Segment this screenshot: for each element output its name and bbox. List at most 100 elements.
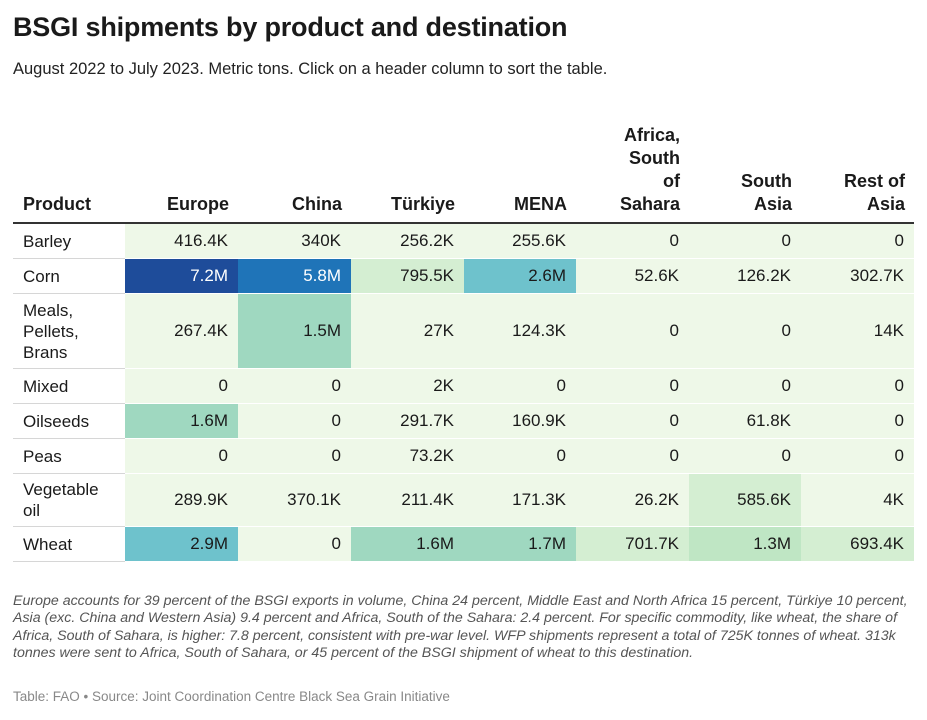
source-line: Table: FAO • Source: Joint Coordination … (13, 689, 450, 704)
cell-wheat-t-rkiye: 1.6M (351, 527, 464, 562)
cell-barley-africa-south-of-sahara: 0 (576, 224, 689, 259)
cell-barley-europe: 416.4K (125, 224, 238, 259)
cell-peas-europe: 0 (125, 439, 238, 474)
cell-corn-mena: 2.6M (464, 259, 576, 294)
column-header-line: South (741, 171, 792, 191)
row-label-line: oil (23, 501, 41, 520)
column-header-line: of (663, 171, 680, 191)
table-body: Barley 416.4K 340K 256.2K 255.6K 0 0 0 Corn 7.2M 5… (13, 224, 914, 562)
column-header-europe[interactable]: Europe (125, 110, 238, 224)
table-header-row: Product Europe China Türkiye MENA Africa, Sout… (13, 110, 914, 224)
row-label-line: Peas (23, 446, 62, 466)
row-label-peas: Peas (13, 439, 125, 474)
table-row: Corn 7.2M 5.8M 795.5K 2.6M 52.6K 126.2K 302.7K (13, 259, 914, 294)
cell-oilseeds-rest-of-asia: 0 (801, 404, 914, 439)
table-row: Wheat 2.9M 0 1.6M 1.7M 701.7K 1.3M 693.4K (13, 527, 914, 562)
cell-barley-t-rkiye: 256.2K (351, 224, 464, 259)
cell-peas-africa-south-of-sahara: 0 (576, 439, 689, 474)
cell-oilseeds-china: 0 (238, 404, 351, 439)
row-label-wheat: Wheat (13, 527, 125, 562)
row-label-line: Meals, (23, 300, 74, 320)
column-header-line: MENA (514, 194, 567, 214)
cell-oilseeds-europe: 1.6M (125, 404, 238, 439)
cell-vegetable-oil-africa-south-of-sahara: 26.2K (576, 474, 689, 527)
cell-corn-t-rkiye: 795.5K (351, 259, 464, 294)
cell-vegetable-oil-rest-of-asia: 4K (801, 474, 914, 527)
cell-corn-europe: 7.2M (125, 259, 238, 294)
cell-mixed-china: 0 (238, 369, 351, 404)
row-label-vegetable-oil: Vegetable oil (13, 474, 125, 527)
chart-subtitle: August 2022 to July 2023. Metric tons. C… (13, 60, 608, 78)
row-label-line: Corn (23, 266, 60, 286)
row-label-line: Vegetable (23, 480, 99, 499)
row-label-line: Barley (23, 231, 72, 251)
table-row: Meals, Pellets, Brans 267.4K 1.5M 27K 124.3K 0 0… (13, 294, 914, 369)
row-label-corn: Corn (13, 259, 125, 294)
cell-wheat-china: 0 (238, 527, 351, 562)
cell-peas-china: 0 (238, 439, 351, 474)
cell-corn-south-asia: 126.2K (689, 259, 801, 294)
cell-wheat-south-asia: 1.3M (689, 527, 801, 562)
table-row: Barley 416.4K 340K 256.2K 255.6K 0 0 0 (13, 224, 914, 259)
cell-corn-rest-of-asia: 302.7K (801, 259, 914, 294)
cell-peas-south-asia: 0 (689, 439, 801, 474)
cell-peas-mena: 0 (464, 439, 576, 474)
row-label-line: Wheat (23, 534, 73, 554)
column-header-line: Sahara (619, 194, 680, 214)
table-row: Oilseeds 1.6M 0 291.7K 160.9K 0 61.8K 0 (13, 404, 914, 439)
row-label-line: Pellets, (23, 321, 79, 341)
cell-oilseeds-africa-south-of-sahara: 0 (576, 404, 689, 439)
cell-corn-africa-south-of-sahara: 52.6K (576, 259, 689, 294)
column-header-rest-of-asia[interactable]: Rest of Asia (801, 110, 914, 224)
column-header-line: Asia (866, 194, 905, 214)
cell-vegetable-oil-south-asia: 585.6K (689, 474, 801, 527)
column-header-line: Rest of (843, 171, 905, 191)
cell-meals-pellets-brans-south-asia: 0 (689, 294, 801, 369)
cell-peas-t-rkiye: 73.2K (351, 439, 464, 474)
chart-title: BSGI shipments by product and destinatio… (13, 12, 568, 42)
row-label-line: Oilseeds (23, 411, 90, 431)
footnote: Europe accounts for 39 percent of the BS… (13, 593, 908, 661)
column-header-line: China (291, 194, 342, 214)
column-header-line: Product (23, 194, 92, 214)
cell-peas-rest-of-asia: 0 (801, 439, 914, 474)
column-header-africa-south-of-sahara[interactable]: Africa, South of Sahara (576, 110, 689, 224)
cell-vegetable-oil-mena: 171.3K (464, 474, 576, 527)
column-header-line: Asia (753, 194, 792, 214)
cell-vegetable-oil-t-rkiye: 211.4K (351, 474, 464, 527)
cell-meals-pellets-brans-africa-south-of-sahara: 0 (576, 294, 689, 369)
column-header-mena[interactable]: MENA (464, 110, 576, 224)
column-header-product[interactable]: Product (13, 110, 125, 224)
cell-mixed-t-rkiye: 2K (351, 369, 464, 404)
cell-barley-china: 340K (238, 224, 351, 259)
cell-mixed-africa-south-of-sahara: 0 (576, 369, 689, 404)
column-header-line: Türkiye (390, 194, 455, 214)
column-header-t-rkiye[interactable]: Türkiye (351, 110, 464, 224)
cell-barley-rest-of-asia: 0 (801, 224, 914, 259)
table-row: Peas 0 0 73.2K 0 0 0 0 (13, 439, 914, 474)
column-header-line: Africa, (623, 125, 680, 145)
row-label-line: Mixed (23, 376, 69, 396)
shipments-table: Product Europe China Türkiye MENA Africa, Sout… (13, 110, 914, 562)
row-label-mixed: Mixed (13, 369, 125, 404)
cell-barley-south-asia: 0 (689, 224, 801, 259)
cell-meals-pellets-brans-china: 1.5M (238, 294, 351, 369)
column-header-line: Europe (166, 194, 229, 214)
cell-mixed-europe: 0 (125, 369, 238, 404)
cell-wheat-rest-of-asia: 693.4K (801, 527, 914, 562)
cell-corn-china: 5.8M (238, 259, 351, 294)
cell-wheat-europe: 2.9M (125, 527, 238, 562)
column-header-south-asia[interactable]: South Asia (689, 110, 801, 224)
table-row: Vegetable oil 289.9K 370.1K 211.4K 171.3K 26.2… (13, 474, 914, 527)
cell-meals-pellets-brans-europe: 267.4K (125, 294, 238, 369)
cell-meals-pellets-brans-mena: 124.3K (464, 294, 576, 369)
cell-mixed-rest-of-asia: 0 (801, 369, 914, 404)
cell-vegetable-oil-china: 370.1K (238, 474, 351, 527)
column-header-china[interactable]: China (238, 110, 351, 224)
cell-oilseeds-south-asia: 61.8K (689, 404, 801, 439)
table-row: Mixed 0 0 2K 0 0 0 0 (13, 369, 914, 404)
cell-oilseeds-t-rkiye: 291.7K (351, 404, 464, 439)
cell-meals-pellets-brans-rest-of-asia: 14K (801, 294, 914, 369)
cell-mixed-mena: 0 (464, 369, 576, 404)
